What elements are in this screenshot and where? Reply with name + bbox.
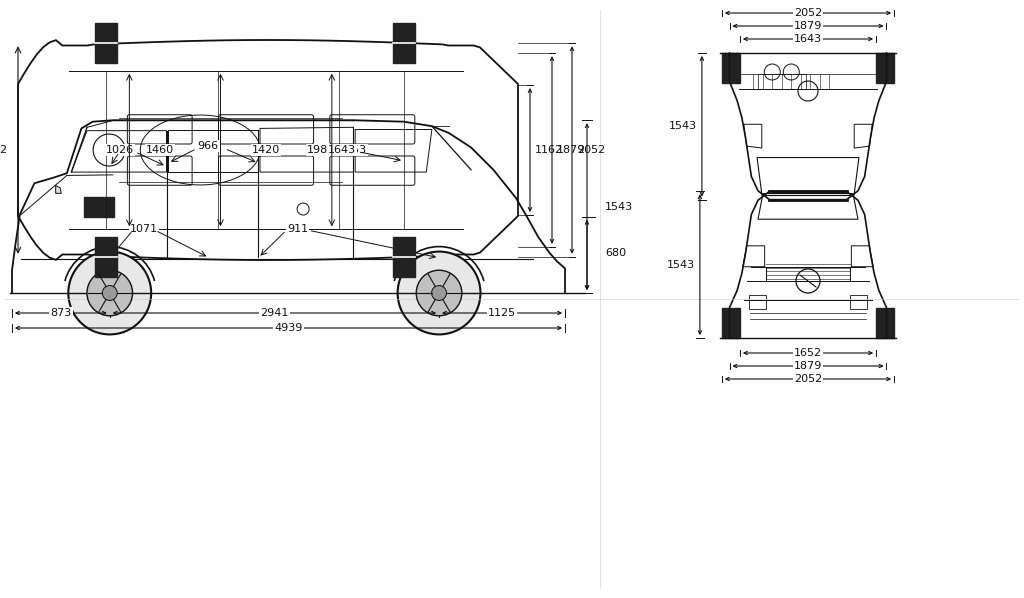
Text: 4939: 4939 — [274, 323, 303, 333]
Text: 1543: 1543 — [669, 121, 697, 132]
Text: 1879: 1879 — [557, 145, 586, 155]
Text: 1071: 1071 — [130, 224, 158, 234]
Circle shape — [102, 285, 117, 300]
Text: 2052: 2052 — [794, 8, 822, 18]
Bar — [722, 53, 740, 83]
Text: 1988/1153: 1988/1153 — [306, 145, 367, 155]
Text: 1643: 1643 — [328, 145, 356, 155]
Bar — [95, 237, 118, 277]
Text: 2941: 2941 — [260, 308, 289, 318]
Text: 911: 911 — [287, 224, 308, 234]
Circle shape — [87, 270, 132, 316]
Bar — [393, 237, 415, 277]
Text: 1420: 1420 — [252, 145, 281, 155]
Text: 1026: 1026 — [105, 145, 133, 155]
Circle shape — [397, 252, 480, 334]
Circle shape — [416, 270, 462, 316]
Text: 2052: 2052 — [794, 374, 822, 384]
Bar — [95, 23, 118, 63]
Text: 1652: 1652 — [0, 145, 8, 155]
Text: 1879: 1879 — [794, 21, 822, 31]
Circle shape — [431, 285, 446, 300]
Circle shape — [69, 252, 152, 334]
Bar — [84, 197, 114, 217]
Text: 1543: 1543 — [667, 260, 695, 270]
Text: 1643: 1643 — [794, 34, 822, 44]
Text: 1162: 1162 — [535, 145, 563, 155]
Text: 1652: 1652 — [794, 348, 822, 358]
Text: 1543: 1543 — [605, 202, 633, 212]
Polygon shape — [55, 185, 61, 193]
Text: 966: 966 — [198, 141, 218, 151]
Bar — [758, 74, 806, 89]
Text: 1879: 1879 — [794, 361, 822, 371]
Bar — [877, 53, 894, 83]
Bar — [877, 307, 894, 338]
Text: 873: 873 — [50, 308, 72, 318]
Text: 680: 680 — [605, 248, 626, 258]
Text: 1125: 1125 — [488, 308, 516, 318]
Text: 1460: 1460 — [145, 145, 174, 155]
Bar — [722, 307, 740, 338]
Text: 2052: 2052 — [577, 145, 605, 155]
Bar — [766, 267, 850, 281]
Bar — [393, 23, 415, 63]
